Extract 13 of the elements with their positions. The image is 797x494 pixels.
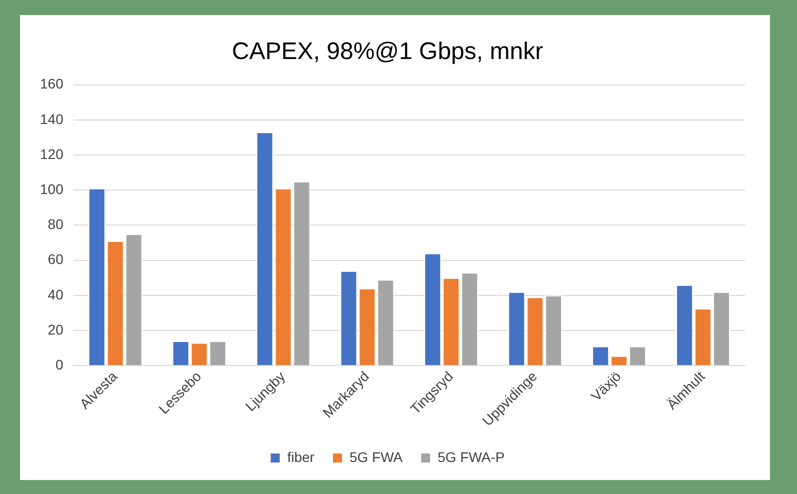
y-tick-label: 160 xyxy=(40,76,64,92)
y-tick-label: 80 xyxy=(48,216,64,232)
y-tick-label: 120 xyxy=(40,146,64,162)
y-tick-label: 140 xyxy=(40,110,64,127)
y-tick-label: 0 xyxy=(56,356,64,372)
legend-label: fiber xyxy=(287,448,315,465)
y-tick-label: 60 xyxy=(48,251,64,268)
y-tick-label: 100 xyxy=(40,180,64,197)
legend-label: 5G FWA-P xyxy=(438,448,505,465)
y-tick-label: 40 xyxy=(48,286,64,302)
legend-label: 5G FWA xyxy=(349,448,404,465)
chart-title: CAPEX, 98%@1 Gbps, mnkr xyxy=(232,38,544,66)
y-tick-label: 20 xyxy=(48,321,64,338)
